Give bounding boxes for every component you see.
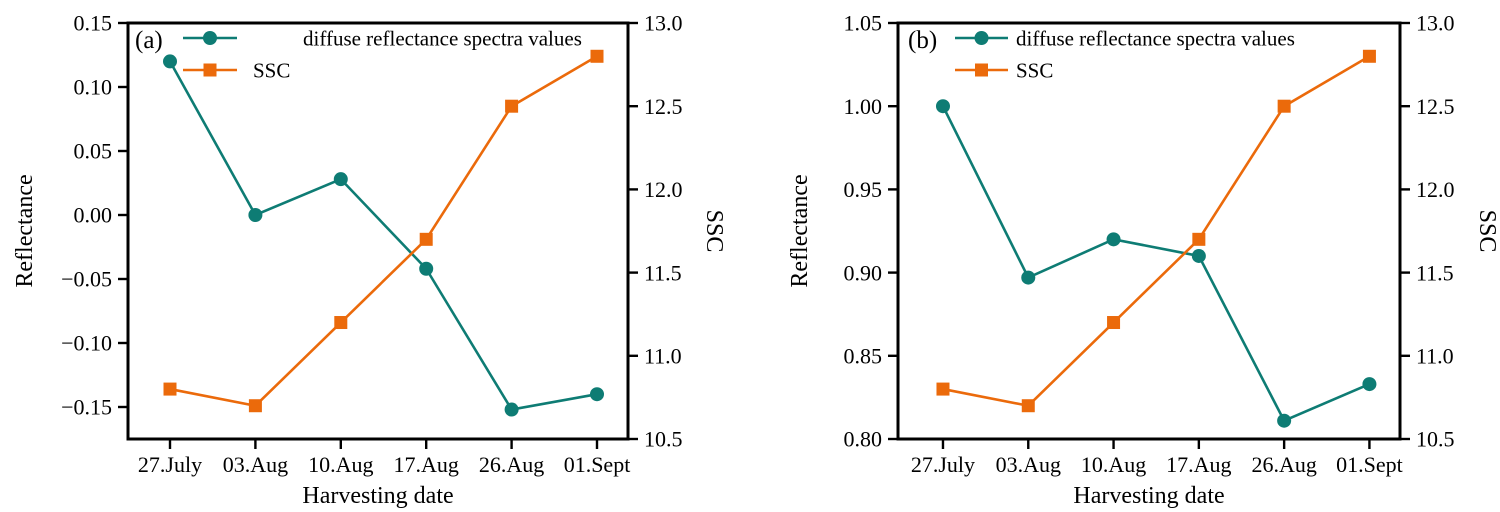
legend-label-reflectance: diffuse reflectance spectra values: [1016, 26, 1295, 50]
data-point-circle-marker: [1362, 377, 1377, 392]
x-axis-tick-label: 26.Aug: [1251, 452, 1316, 477]
right-y-axis-title: SSC: [1474, 210, 1500, 253]
right-axis-tick-label: 10.5: [1416, 427, 1455, 452]
x-axis-tick-label: 03.Aug: [223, 452, 288, 477]
legend-circle-marker: [203, 31, 217, 45]
right-axis-tick-label: 13.0: [1416, 11, 1455, 36]
data-point-square-marker: [505, 99, 519, 113]
left-axis-tick-label: 1.00: [844, 94, 883, 119]
left-axis-tick-label: 0.05: [74, 139, 113, 164]
data-point-square-marker: [1362, 49, 1376, 63]
right-axis-tick-label: 11.5: [1416, 260, 1454, 285]
plot-frame: [126, 21, 630, 441]
x-axis-tick-label: 17.Aug: [394, 452, 459, 477]
series-line-reflectance: [941, 105, 1370, 423]
panel-b: 1.05 1.00 0.95 0.90 0.85 0.80 13.0 12.5 12.0 11.5…: [750, 0, 1500, 512]
x-axis-tick-label: 26.Aug: [479, 452, 544, 477]
right-axis-tick-label: 11.0: [1416, 344, 1454, 369]
data-point-square-marker: [419, 232, 433, 246]
data-point-circle-marker: [1106, 232, 1121, 247]
left-axis-tick-label: 0.80: [844, 427, 883, 452]
data-point-square-marker: [163, 382, 177, 396]
x-axis-tick-label: 10.Aug: [1081, 452, 1146, 477]
x-axis-tick-label: 01.Sept: [1336, 452, 1403, 477]
left-axis-tick-label: 0.90: [844, 260, 883, 285]
panel-label: (b): [908, 27, 937, 54]
left-axis-tick-label: 0.95: [844, 177, 883, 202]
data-point-square-marker: [590, 49, 604, 63]
data-point-square-marker: [1021, 399, 1035, 413]
panel-label: (a): [135, 27, 163, 54]
data-point-circle-marker: [935, 99, 950, 114]
data-point-circle-marker: [248, 208, 263, 222]
data-point-circle-marker: [1277, 413, 1292, 428]
data-point-circle-marker: [504, 402, 519, 417]
legend-label-ssc: SSC: [1016, 58, 1053, 82]
x-axis-tick-label: 17.Aug: [1166, 452, 1231, 477]
right-axis-tick-label: 10.5: [644, 427, 683, 452]
data-point-circle-marker: [590, 387, 604, 402]
left-axis-tick-label: 0.85: [844, 344, 883, 369]
series-line-ssc: [942, 55, 1371, 408]
plot-frame: [896, 21, 1402, 441]
data-point-square-marker: [334, 316, 348, 330]
left-axis-tick-label: −0.15: [61, 395, 112, 420]
left-axis-tick-label: 0.15: [74, 11, 113, 36]
right-axis-tick-label: 12.0: [644, 177, 683, 202]
left-y-axis-title: Reflectance: [12, 174, 38, 287]
x-axis-tick-label: 10.Aug: [308, 452, 373, 477]
x-axis-tick-label: 27.July: [911, 452, 975, 477]
right-axis-tick-label: 13.0: [644, 11, 683, 36]
data-point-circle-marker: [333, 172, 348, 187]
left-axis-tick-label: 0.10: [74, 75, 113, 100]
data-point-circle-marker: [419, 261, 434, 276]
data-point-square-marker: [1107, 316, 1121, 330]
legend-square-marker: [975, 63, 988, 77]
right-axis-tick-label: 12.0: [1416, 177, 1455, 202]
legend-circle-marker: [974, 31, 989, 45]
panel-a: 0.15 0.10 0.05 0.00 −0.05 −0.10 −0.15 13.0 12.5 1…: [12, 11, 727, 509]
data-point-circle-marker: [163, 54, 177, 69]
data-point-square-marker: [1277, 99, 1291, 113]
data-point-circle-marker: [1021, 270, 1036, 285]
left-axis-tick-label: 0.00: [74, 203, 113, 228]
left-axis-tick-label: −0.10: [61, 331, 112, 356]
chart-a: 0.15 0.10 0.05 0.00 −0.05 −0.10 −0.15 13.0 12.5 1…: [12, 11, 727, 509]
x-axis-title: Harvesting date: [302, 483, 453, 509]
right-axis-tick-label: 12.5: [1416, 94, 1455, 119]
legend-label-ssc: SSC: [253, 58, 290, 82]
series-line-ssc: [169, 55, 598, 408]
legend-square-marker: [203, 63, 217, 77]
chart-b: 1.05 1.00 0.95 0.90 0.85 0.80 13.0 12.5 12.0 11.5…: [787, 11, 1500, 509]
data-point-square-marker: [1192, 232, 1206, 246]
data-point-circle-marker: [1191, 248, 1206, 263]
x-axis-tick-label: 27.July: [138, 452, 202, 477]
x-axis-tick-label: 03.Aug: [996, 452, 1061, 477]
x-axis-tick-label: 01.Sept: [564, 452, 631, 477]
right-axis-tick-label: 11.5: [644, 260, 682, 285]
right-axis-tick-label: 11.0: [644, 344, 682, 369]
legend-label-reflectance: diffuse reflectance spectra values: [303, 26, 582, 50]
data-point-square-marker: [248, 399, 262, 413]
x-axis-title: Harvesting date: [1073, 483, 1224, 509]
series-line-reflectance: [168, 60, 598, 411]
left-y-axis-title: Reflectance: [787, 174, 813, 287]
left-axis-tick-label: 1.05: [844, 11, 883, 36]
right-y-axis-title: SSC: [701, 210, 727, 253]
data-point-square-marker: [936, 382, 950, 396]
left-axis-tick-label: −0.05: [61, 267, 112, 292]
right-axis-tick-label: 12.5: [644, 94, 683, 119]
